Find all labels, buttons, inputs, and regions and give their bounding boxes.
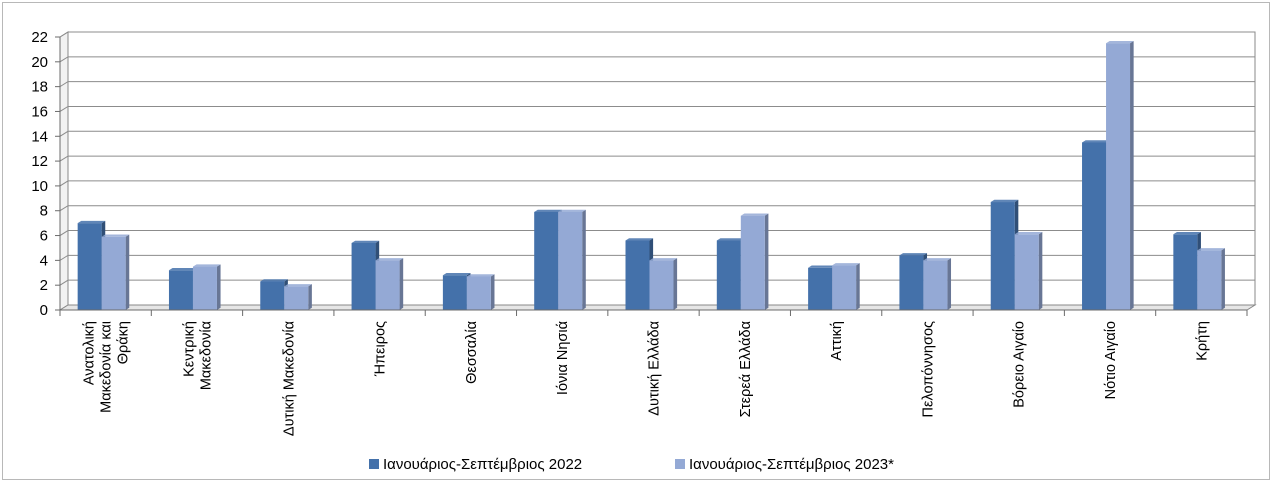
x-tick-label-line: Βόρειο Αιγαίο: [1012, 321, 1028, 408]
x-tick-label: Ανατολική Μακεδονία και Θράκη: [82, 321, 132, 413]
plot-side-wall: [59, 31, 69, 311]
bar-2023-0: [101, 234, 130, 310]
y-tick-label: 10: [31, 178, 48, 195]
bar-2023-7: [740, 213, 769, 310]
x-tick-label: Κεντρική Μακεδονία: [181, 321, 214, 390]
bar-2022-8: [808, 265, 836, 310]
bar-2022-7: [716, 238, 745, 310]
bar-2022-3: [351, 240, 380, 310]
gridline: [59, 230, 1255, 236]
x-tick-label: Αττική: [829, 321, 845, 361]
gridline: [59, 130, 1255, 137]
x-tick-label: Θεσσαλία: [464, 321, 480, 384]
x-tick-label-line: Δυτική Μακεδονία: [281, 321, 297, 436]
legend-label: Ιανουάριος-Σεπτέμβριος 2023*: [689, 456, 894, 473]
chart-svg: 0 2 4 6 8 10 12 14 16 18 20 22 Ανατολική Μακεδονία κ…: [31, 29, 1257, 473]
gridline: [59, 56, 1255, 63]
x-tick-label: Ιόνια Νησιά: [555, 321, 571, 395]
x-tick-label: Βόρειο Αιγαίο: [1012, 321, 1028, 408]
bar-2022-1: [168, 268, 197, 310]
x-tick-label: Νότιο Αιγαίο: [1103, 321, 1119, 399]
x-tick-label-line: Στερεά Ελλάδα: [738, 321, 754, 417]
y-tick-label: 8: [40, 203, 48, 220]
bar-2022-5: [534, 209, 562, 310]
x-tick-label: Ήπειρος: [373, 321, 389, 377]
gridline: [59, 180, 1255, 187]
bar-2023-4: [466, 274, 495, 310]
x-tick-label-line: Κρήτη: [1194, 321, 1210, 361]
legend-swatch: [675, 459, 685, 469]
bar-2023-8: [832, 263, 860, 310]
x-tick-label: Δυτική Ελλάδα: [647, 321, 663, 416]
gridlines: [59, 31, 1255, 286]
bar-2022-9: [899, 253, 928, 310]
gridline: [59, 155, 1255, 162]
bar-2023-2: [284, 284, 312, 310]
x-tick-label: Στερεά Ελλάδα: [738, 321, 754, 417]
y-tick-labels: 0 2 4 6 8 10 12 14 16 18 20 22: [31, 29, 48, 319]
bar-2023-5: [558, 209, 586, 310]
x-tick-label-line: Θράκη: [116, 321, 132, 364]
gridline: [59, 31, 1255, 38]
x-tick-label: Δυτική Μακεδονία: [281, 321, 297, 436]
x-tick-label: Κρήτη: [1194, 321, 1210, 361]
x-tick-label-line: Νότιο Αιγαίο: [1103, 321, 1119, 399]
x-tick-labels: Ανατολική Μακεδονία και Θράκη Κεντρική Μακεδ…: [82, 321, 1211, 436]
y-tick-label: 22: [31, 29, 48, 46]
bar-2023-1: [192, 264, 221, 310]
bar-2022-6: [625, 238, 654, 310]
bar-2023-10: [1014, 232, 1043, 310]
bar-2023-9: [923, 258, 952, 310]
legend-item-2023: Ιανουάριος-Σεπτέμβριος 2023*: [675, 456, 894, 473]
bar-2022-2: [260, 279, 288, 310]
x-tick-label-line: Κεντρική: [181, 321, 197, 377]
bar-2022-12: [1173, 232, 1201, 310]
x-tick-label-line: Ανατολική: [82, 321, 98, 385]
bar-2022-0: [77, 220, 106, 310]
bar-2022-4: [442, 273, 471, 310]
y-tick-label: 14: [31, 128, 48, 145]
gridline: [59, 254, 1255, 261]
x-tick-label-line: Πελοπόννησος: [920, 321, 936, 417]
x-tick-label-line: Θεσσαλία: [464, 321, 480, 384]
bar-2023-11: [1106, 40, 1134, 311]
bar-2022-10: [990, 199, 1019, 310]
gridline: [59, 105, 1255, 112]
gridline: [59, 81, 1255, 88]
y-tick-label: 4: [40, 252, 48, 269]
bar-2022-11: [1082, 140, 1110, 310]
bars: [77, 40, 1225, 311]
y-tick-label: 0: [40, 302, 48, 319]
y-tick-label: 16: [31, 103, 48, 120]
y-tick-label: 6: [40, 228, 48, 245]
x-tick-label-line: Αττική: [829, 321, 845, 361]
legend: Ιανουάριος-Σεπτέμβριος 2022 Ιανουάριος-Σε…: [369, 456, 894, 473]
chart-frame: 0 2 4 6 8 10 12 14 16 18 20 22 Ανατολική Μακεδονία κ…: [2, 2, 1270, 480]
y-tick-label: 18: [31, 79, 48, 96]
gridline: [59, 205, 1255, 212]
bar-2023-6: [649, 258, 678, 310]
bar-2023-3: [375, 258, 404, 310]
axes: [55, 36, 1248, 316]
x-tick-label: Πελοπόννησος: [920, 321, 936, 417]
bar-2023-12: [1197, 248, 1225, 310]
x-tick-label-line: Δυτική Ελλάδα: [647, 321, 663, 416]
y-tick-label: 20: [31, 54, 48, 71]
legend-item-2022: Ιανουάριος-Σεπτέμβριος 2022: [369, 456, 582, 473]
x-tick-label-line: Μακεδονία και: [99, 321, 115, 413]
x-tick-label-line: Μακεδονία: [198, 321, 214, 390]
x-tick-label-line: Ήπειρος: [373, 321, 389, 377]
x-tick-label-line: Ιόνια Νησιά: [555, 321, 571, 395]
legend-swatch: [369, 459, 379, 469]
y-tick-label: 2: [40, 277, 48, 294]
y-tick-label: 12: [31, 153, 48, 170]
legend-label: Ιανουάριος-Σεπτέμβριος 2022: [383, 456, 582, 473]
